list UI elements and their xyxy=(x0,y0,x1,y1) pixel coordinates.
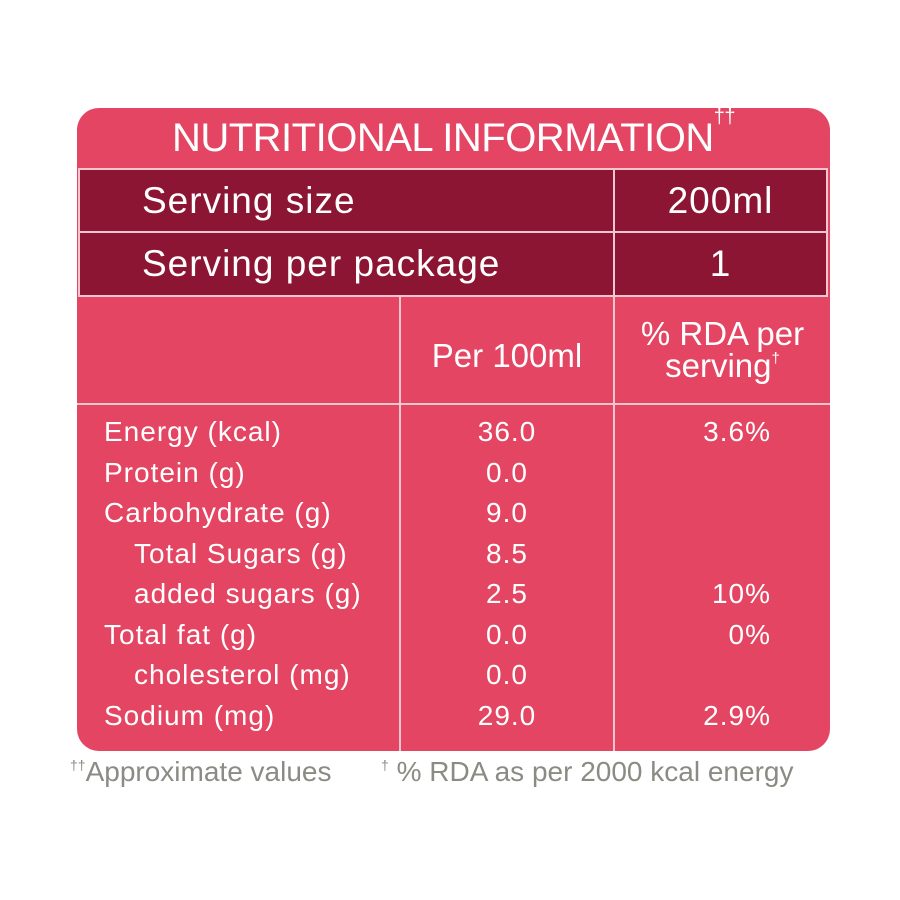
serving-per-package-row: Serving per package 1 xyxy=(78,231,828,297)
nutrition-panel: NUTRITIONAL INFORMATION†† Serving size 2… xyxy=(77,108,830,751)
nutrient-name: cholesterol (mg) xyxy=(134,659,351,690)
nutrient-rda-value: 2.9% xyxy=(703,699,771,731)
header-divider xyxy=(77,403,830,405)
nutrient-rda-value: 0% xyxy=(728,618,771,650)
nutrient-rda-value: 3.6% xyxy=(703,416,771,447)
nutrient-per100-value: 2.5 xyxy=(486,578,528,609)
nutrient-per100-value: 8.5 xyxy=(486,537,528,569)
nutrient-per100-value: 29.0 xyxy=(477,699,537,731)
nutrient-name: Protein (g) xyxy=(104,456,246,488)
serving-size-value: 200ml xyxy=(667,179,774,221)
nutrient-per100-value: 36.0 xyxy=(477,416,537,447)
footnote-rda-text: % RDA as per 2000 kcal energy xyxy=(396,756,794,787)
nutrient-per100-value: 0.0 xyxy=(486,659,528,690)
column-divider-per100 xyxy=(399,297,401,751)
footnote-approx: ††Approximate values xyxy=(70,756,331,788)
column-divider-rda xyxy=(613,168,615,751)
rda-footnote-mark: † xyxy=(771,350,780,367)
column-header-rda: % RDA per serving† xyxy=(615,315,830,384)
footnote-approx-mark: †† xyxy=(70,757,86,773)
nutrient-name: Energy (kcal) xyxy=(104,416,282,447)
column-header-rda-line2-text: serving xyxy=(665,347,772,384)
title-footnote-mark: †† xyxy=(713,108,736,128)
column-header-per100: Per 100ml xyxy=(431,337,583,374)
serving-size-label: Serving size xyxy=(142,179,356,221)
nutrient-per100-value: 0.0 xyxy=(486,456,528,488)
title-text: NUTRITIONAL INFORMATION xyxy=(171,116,714,160)
footnote-rda: † % RDA as per 2000 kcal energy xyxy=(381,756,793,788)
column-header-rda-line1: % RDA per xyxy=(640,315,805,352)
footnote-approx-text: Approximate values xyxy=(85,756,332,787)
nutrient-name: Sodium (mg) xyxy=(104,699,276,731)
panel-title: NUTRITIONAL INFORMATION†† xyxy=(77,108,830,168)
serving-per-package-value: 1 xyxy=(709,243,732,284)
nutrient-rda-value: 10% xyxy=(711,578,771,609)
nutrient-name: Total fat (g) xyxy=(104,618,258,650)
nutrient-per100-value: 0.0 xyxy=(486,618,528,650)
column-header-rda-line2: serving† xyxy=(615,347,830,384)
nutrient-per100-value: 9.0 xyxy=(486,497,528,528)
serving-size-row: Serving size 200ml xyxy=(78,168,828,233)
nutrient-name: Carbohydrate (g) xyxy=(104,497,332,528)
nutrient-name: added sugars (g) xyxy=(134,578,362,609)
serving-per-package-label: Serving per package xyxy=(142,243,501,284)
nutrient-name: Total Sugars (g) xyxy=(134,537,348,569)
footnote-rda-mark: † xyxy=(381,757,389,773)
